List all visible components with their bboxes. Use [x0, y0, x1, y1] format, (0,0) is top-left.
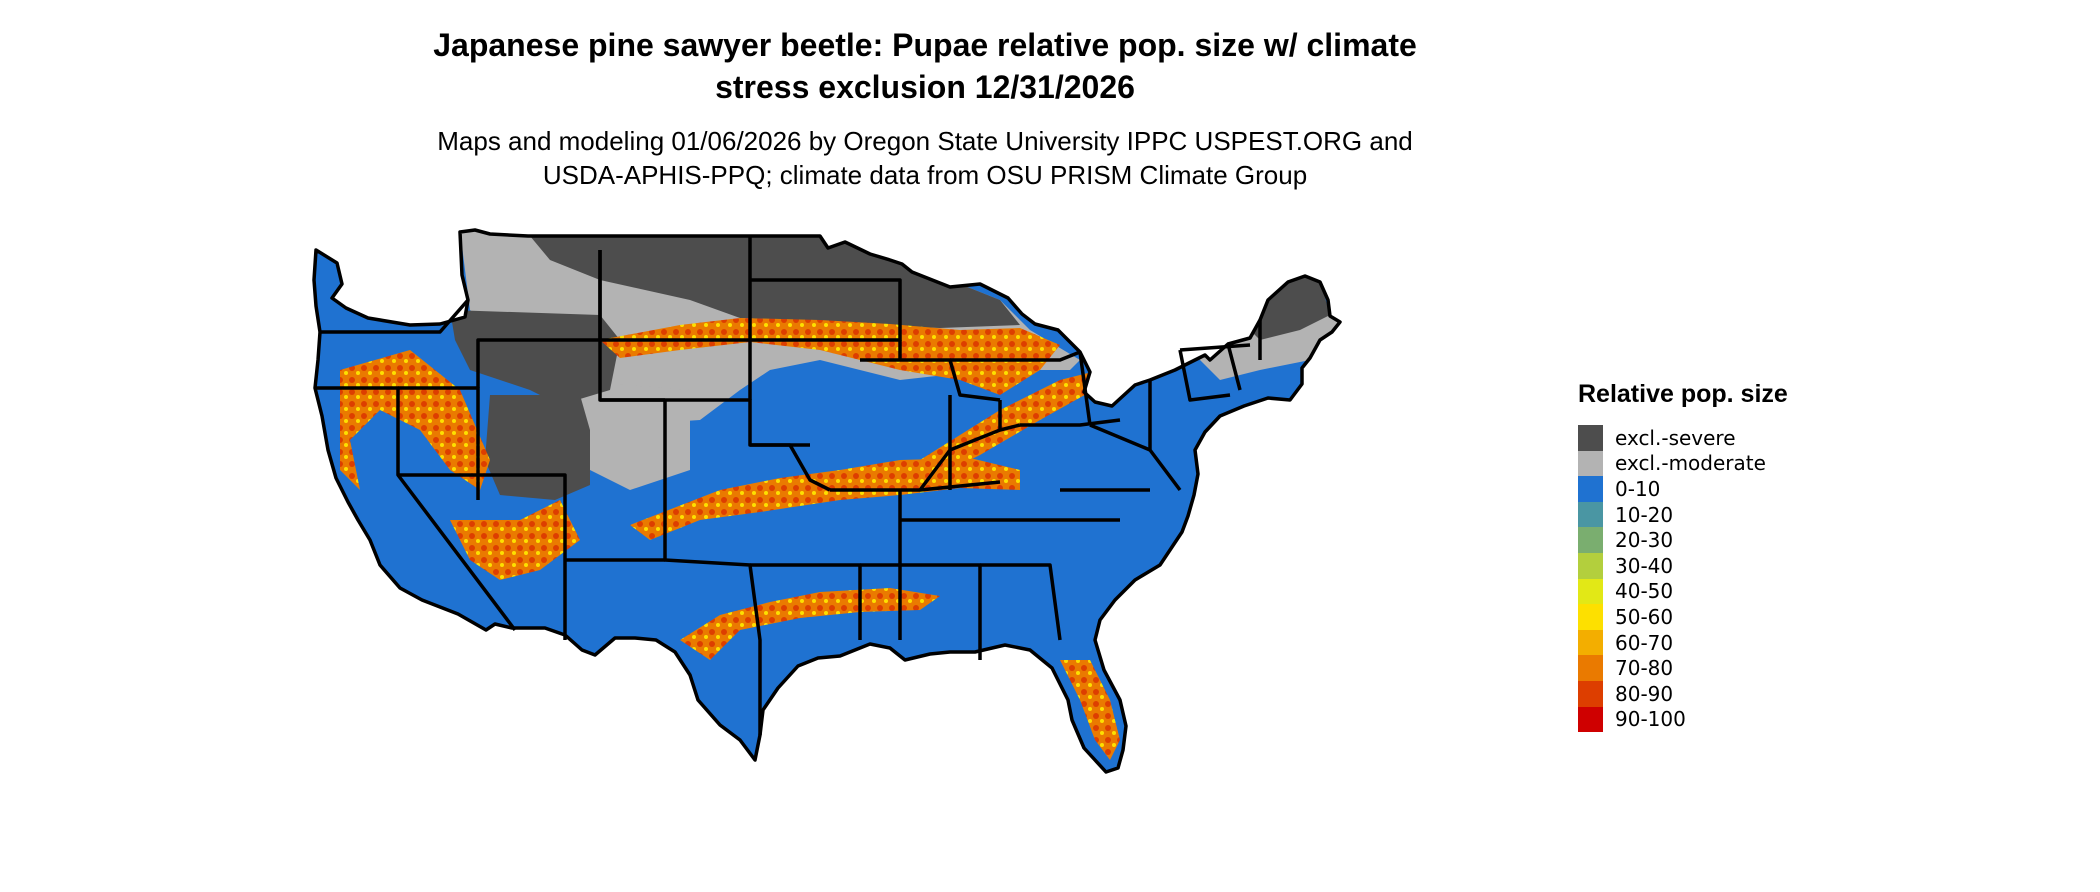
legend-label: 70-80 [1615, 656, 1674, 681]
legend-swatch [1578, 501, 1603, 528]
legend-item: 90-100 [1578, 706, 1788, 733]
legend-swatch [1578, 552, 1603, 579]
legend-label: 40-50 [1615, 579, 1674, 604]
us-risk-map [312, 228, 1342, 774]
legend-swatch [1578, 680, 1603, 707]
legend-items: excl.-severe excl.-moderate 0-10 10-20 20-30… [1578, 425, 1788, 733]
legend-item: excl.-severe [1578, 425, 1788, 451]
legend-swatch [1578, 629, 1603, 656]
zone-excl-severe-colorado [485, 395, 590, 500]
band-southern [630, 458, 1020, 540]
map-title-line-2: stress exclusion 12/31/2026 [715, 69, 1135, 105]
state-boundaries [312, 228, 1342, 774]
band-central [600, 318, 1060, 395]
band-southwest [450, 500, 580, 580]
legend-item: 30-40 [1578, 552, 1788, 579]
legend-item: 80-90 [1578, 680, 1788, 707]
legend-label: excl.-moderate [1615, 451, 1766, 476]
legend-label: excl.-severe [1615, 425, 1736, 450]
legend-swatch [1578, 476, 1603, 502]
map-subtitle-line-1: Maps and modeling 01/06/2026 by Oregon S… [437, 126, 1413, 156]
legend-item: 10-20 [1578, 501, 1788, 528]
legend-label: 50-60 [1615, 604, 1674, 629]
legend-title: Relative pop. size [1578, 380, 1788, 408]
legend-label: 90-100 [1615, 707, 1686, 732]
legend-item: 50-60 [1578, 604, 1788, 630]
band-florida [1060, 660, 1120, 760]
zone-excl-severe-wyoming [450, 310, 620, 405]
legend-swatch [1578, 706, 1603, 733]
legend-swatch [1578, 527, 1603, 553]
legend-label: 20-30 [1615, 528, 1674, 553]
legend-swatch [1578, 450, 1603, 477]
legend-item: 70-80 [1578, 655, 1788, 681]
legend-swatch [1578, 655, 1603, 681]
legend-label: 60-70 [1615, 630, 1674, 655]
legend-item: 0-10 [1578, 476, 1788, 502]
band-northwest [340, 250, 430, 310]
zone-excl-severe-maine [1240, 270, 1330, 340]
legend-item: 20-30 [1578, 527, 1788, 553]
legend-swatch [1578, 578, 1603, 605]
legend-item: 40-50 [1578, 578, 1788, 605]
legend-item: excl.-moderate [1578, 450, 1788, 477]
legend-item: 60-70 [1578, 629, 1788, 656]
map-subtitle-line-2: USDA-APHIS-PPQ; climate data from OSU PR… [542, 160, 1308, 190]
legend-label: 10-20 [1615, 502, 1674, 527]
band-gulf-coast [680, 588, 940, 660]
legend-label: 0-10 [1615, 476, 1661, 501]
legend-label: 80-90 [1615, 681, 1674, 706]
band-west-mountains [340, 350, 490, 490]
legend-swatch [1578, 604, 1603, 630]
legend: Relative pop. size excl.-severe excl.-mod… [1578, 380, 1788, 733]
map-subtitle: Maps and modeling 01/06/2026 by Oregon S… [0, 124, 1850, 192]
legend-label: 30-40 [1615, 553, 1674, 578]
band-appalachian [920, 370, 1100, 475]
legend-swatch [1578, 425, 1603, 451]
map-title-line-1: Japanese pine sawyer beetle: Pupae relat… [433, 27, 1417, 63]
map-title: Japanese pine sawyer beetle: Pupae relat… [0, 24, 1850, 108]
